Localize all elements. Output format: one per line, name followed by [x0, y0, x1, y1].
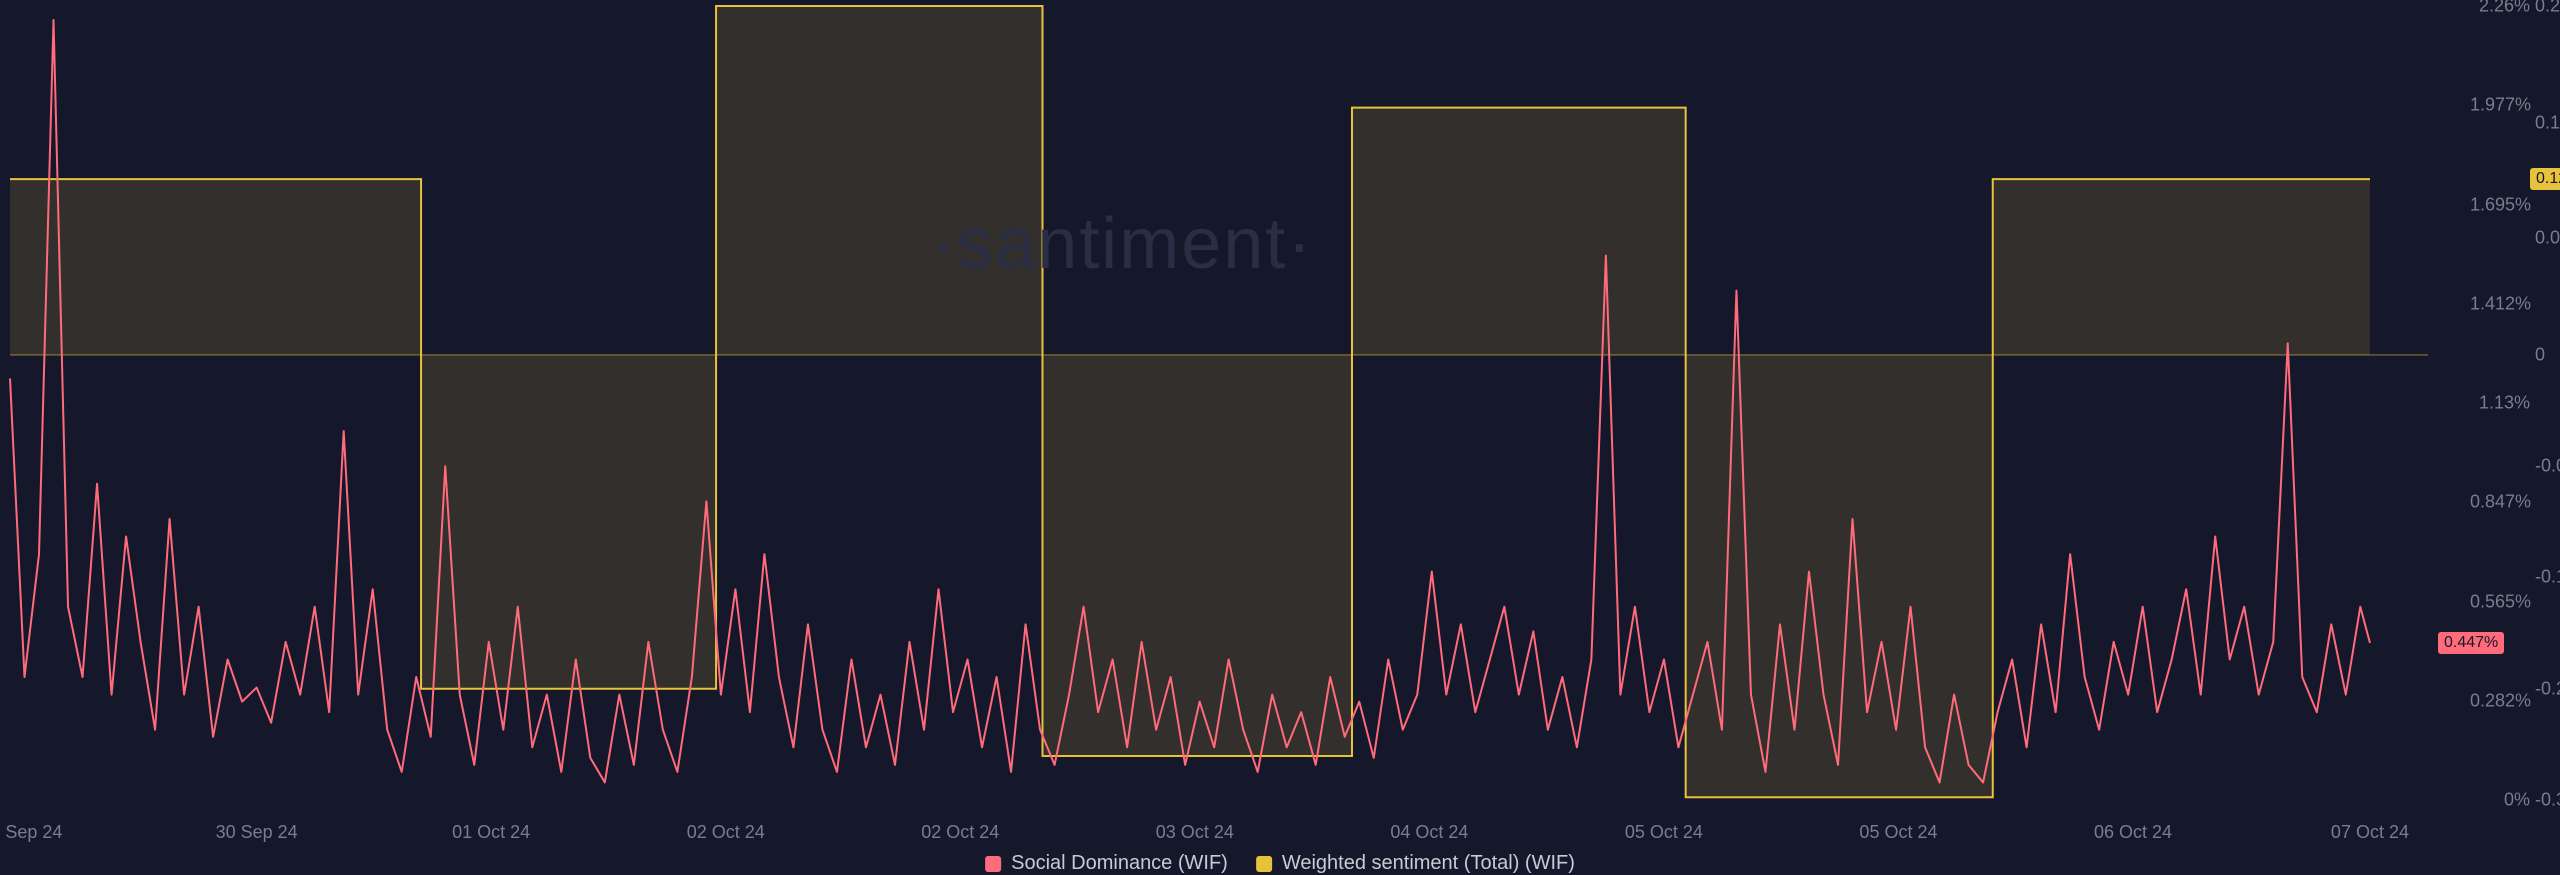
y-left-axis-label: 0.847% — [2470, 492, 2530, 513]
value-badge-social-dominance: 0.447% — [2438, 632, 2504, 654]
y-right-axis-label: -0.243 — [2535, 678, 2560, 699]
x-axis-label: 06 Oct 24 — [2094, 822, 2172, 843]
chart-container: ·santiment· 29 Sep 2430 Sep 2401 Oct 240… — [0, 0, 2560, 867]
legend-item: Social Dominance (WIF) — [985, 852, 1228, 875]
y-right-axis-label: -0.162 — [2535, 567, 2560, 588]
x-axis-label: 29 Sep 24 — [0, 822, 62, 843]
x-axis-label: 04 Oct 24 — [1390, 822, 1468, 843]
legend-swatch — [985, 856, 1001, 872]
legend-label: Social Dominance (WIF) — [1011, 852, 1228, 875]
x-axis-label: 30 Sep 24 — [216, 822, 298, 843]
y-right-axis-label: 0.169 — [2535, 112, 2560, 133]
y-right-axis-label: 0 — [2535, 344, 2545, 365]
y-left-axis-label: 1.977% — [2470, 95, 2530, 116]
x-axis-label: 02 Oct 24 — [687, 822, 765, 843]
x-axis-label: 07 Oct 24 — [2331, 822, 2409, 843]
y-right-axis-label: -0.324 — [2535, 790, 2560, 811]
value-badge-weighted-sentiment: 0.128 — [2530, 168, 2560, 190]
x-axis-label: 05 Oct 24 — [1625, 822, 1703, 843]
y-left-axis-label: 0.282% — [2470, 690, 2530, 711]
y-left-axis-label: 1.695% — [2470, 194, 2530, 215]
legend-item: Weighted sentiment (Total) (WIF) — [1256, 852, 1575, 875]
y-left-axis-label: 0% — [2470, 790, 2530, 811]
legend: Social Dominance (WIF) Weighted sentiment… — [985, 852, 1575, 875]
y-right-axis-label: -0.081 — [2535, 456, 2560, 477]
legend-label: Weighted sentiment (Total) (WIF) — [1282, 852, 1575, 875]
x-axis-label: 01 Oct 24 — [452, 822, 530, 843]
y-right-axis-label: 0.085 — [2535, 228, 2560, 249]
x-axis-label: 03 Oct 24 — [1156, 822, 1234, 843]
legend-swatch — [1256, 856, 1272, 872]
y-left-axis-label: 0.565% — [2470, 591, 2530, 612]
y-right-axis-label: 0.254 — [2535, 0, 2560, 17]
y-left-axis-label: 1.13% — [2470, 393, 2530, 414]
y-left-axis-label: 2.26% — [2470, 0, 2530, 17]
y-left-axis-label: 1.412% — [2470, 293, 2530, 314]
x-axis-label: 05 Oct 24 — [1859, 822, 1937, 843]
chart-svg — [0, 0, 2560, 867]
x-axis-label: 02 Oct 24 — [921, 822, 999, 843]
